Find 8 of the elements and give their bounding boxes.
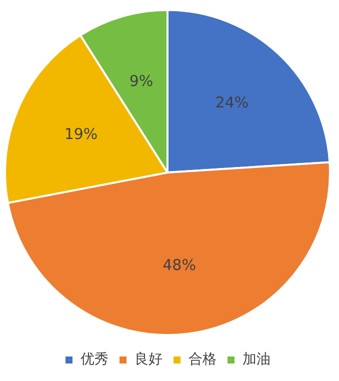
data-label: 48% — [162, 256, 196, 274]
legend-label: 加油 — [242, 352, 270, 368]
legend-label: 合格 — [188, 352, 216, 368]
data-label: 24% — [215, 94, 249, 112]
data-label: 9% — [129, 72, 154, 90]
data-label: 19% — [64, 124, 98, 143]
legend-label: 优秀 — [80, 352, 108, 368]
legend-label: 良好 — [134, 352, 162, 368]
